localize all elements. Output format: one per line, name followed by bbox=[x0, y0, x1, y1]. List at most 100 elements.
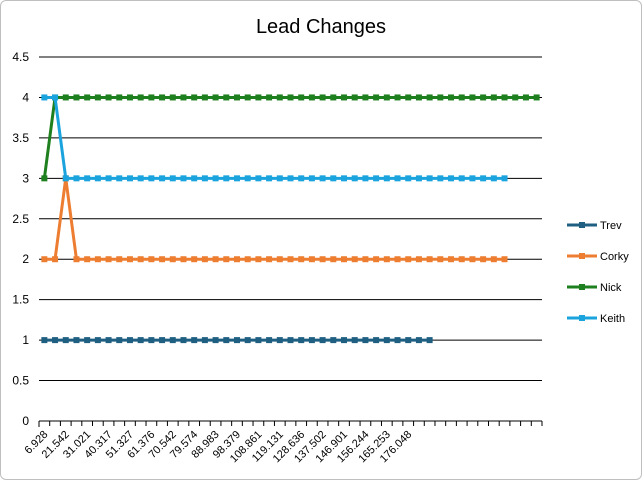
data-point bbox=[41, 337, 48, 344]
data-point bbox=[308, 256, 315, 263]
data-point bbox=[137, 175, 144, 182]
data-point bbox=[415, 94, 422, 101]
legend-item: Corky bbox=[567, 251, 629, 263]
data-point bbox=[276, 256, 283, 263]
data-point bbox=[105, 337, 112, 344]
data-point bbox=[480, 256, 487, 263]
gridlines bbox=[39, 56, 542, 422]
data-point bbox=[52, 94, 59, 101]
data-point bbox=[159, 256, 166, 263]
data-point bbox=[94, 94, 101, 101]
data-point bbox=[137, 337, 144, 344]
data-point bbox=[62, 94, 69, 101]
data-point bbox=[255, 337, 262, 344]
data-point bbox=[169, 337, 176, 344]
data-point bbox=[448, 175, 455, 182]
data-point bbox=[287, 256, 294, 263]
data-point bbox=[41, 94, 48, 101]
data-point bbox=[201, 175, 208, 182]
data-point bbox=[522, 94, 529, 101]
data-point bbox=[84, 337, 91, 344]
data-point bbox=[62, 337, 69, 344]
data-point bbox=[201, 256, 208, 263]
data-point bbox=[405, 337, 412, 344]
data-point bbox=[180, 337, 187, 344]
data-point bbox=[469, 175, 476, 182]
data-point bbox=[191, 175, 198, 182]
data-point bbox=[137, 256, 144, 263]
legend-swatch-marker bbox=[579, 315, 585, 321]
legend-swatch-marker bbox=[579, 253, 585, 259]
data-point bbox=[287, 175, 294, 182]
data-point bbox=[490, 94, 497, 101]
data-point bbox=[84, 175, 91, 182]
data-point bbox=[362, 94, 369, 101]
data-point bbox=[255, 94, 262, 101]
legend: Trev Corky Nick Keith bbox=[567, 220, 629, 325]
data-point bbox=[490, 175, 497, 182]
data-point bbox=[105, 256, 112, 263]
data-point bbox=[223, 94, 230, 101]
data-point bbox=[159, 337, 166, 344]
data-point bbox=[394, 94, 401, 101]
series-trev bbox=[41, 337, 433, 344]
y-tick-label: 3.5 bbox=[12, 131, 29, 145]
data-point bbox=[180, 175, 187, 182]
data-point bbox=[180, 256, 187, 263]
data-point bbox=[126, 256, 133, 263]
data-point bbox=[266, 94, 273, 101]
data-point bbox=[415, 175, 422, 182]
y-axis-ticks: 0 0.5 1 1.5 2 2.5 3 3.5 4 4.5 bbox=[12, 50, 29, 428]
data-point bbox=[105, 94, 112, 101]
data-point bbox=[159, 94, 166, 101]
data-point bbox=[383, 337, 390, 344]
data-point bbox=[84, 256, 91, 263]
data-point bbox=[298, 175, 305, 182]
data-point bbox=[405, 94, 412, 101]
data-point bbox=[169, 256, 176, 263]
y-tick-label: 0 bbox=[22, 414, 29, 428]
data-point bbox=[41, 175, 48, 182]
data-point bbox=[426, 256, 433, 263]
data-point bbox=[73, 175, 80, 182]
data-point bbox=[351, 94, 358, 101]
data-point bbox=[62, 175, 69, 182]
legend-swatch-marker bbox=[579, 222, 585, 228]
data-point bbox=[276, 175, 283, 182]
data-point bbox=[137, 94, 144, 101]
data-point bbox=[52, 337, 59, 344]
data-point bbox=[458, 175, 465, 182]
data-point bbox=[330, 94, 337, 101]
data-point bbox=[244, 256, 251, 263]
data-point bbox=[351, 337, 358, 344]
data-point bbox=[351, 175, 358, 182]
data-point bbox=[373, 337, 380, 344]
data-point bbox=[148, 94, 155, 101]
data-point bbox=[266, 337, 273, 344]
data-point bbox=[244, 94, 251, 101]
data-point bbox=[233, 256, 240, 263]
data-point bbox=[201, 94, 208, 101]
y-tick-label: 2.5 bbox=[12, 212, 29, 226]
data-point bbox=[159, 175, 166, 182]
data-point bbox=[415, 337, 422, 344]
data-point bbox=[266, 175, 273, 182]
data-point bbox=[394, 175, 401, 182]
data-point bbox=[458, 256, 465, 263]
data-point bbox=[480, 175, 487, 182]
data-point bbox=[191, 337, 198, 344]
data-point bbox=[148, 256, 155, 263]
data-point bbox=[458, 94, 465, 101]
legend-item: Keith bbox=[567, 313, 625, 325]
legend-swatch-marker bbox=[579, 284, 585, 290]
data-point bbox=[116, 175, 123, 182]
data-point bbox=[255, 256, 262, 263]
data-point bbox=[362, 337, 369, 344]
data-point bbox=[426, 175, 433, 182]
series-lines bbox=[41, 94, 540, 344]
data-point bbox=[373, 256, 380, 263]
data-point bbox=[319, 256, 326, 263]
data-point bbox=[126, 337, 133, 344]
data-point bbox=[276, 94, 283, 101]
y-tick-label: 1 bbox=[22, 333, 29, 347]
